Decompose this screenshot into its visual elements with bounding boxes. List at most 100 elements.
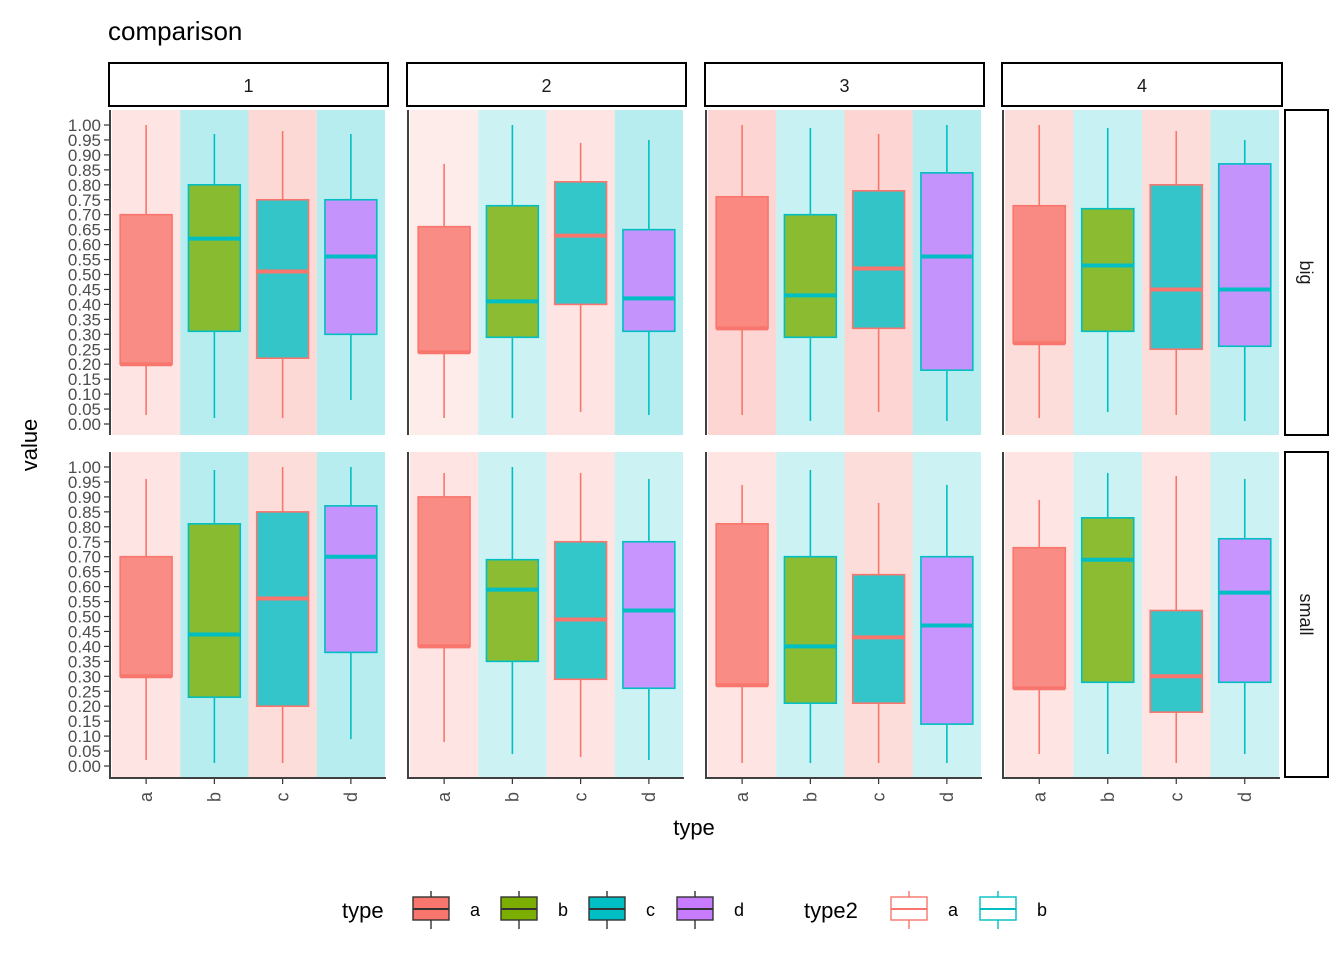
legend-type2-label: a bbox=[948, 900, 959, 920]
strip-row-box bbox=[1284, 451, 1329, 778]
box-c bbox=[1149, 130, 1204, 416]
box-a bbox=[715, 125, 769, 416]
legend-type2-label: b bbox=[1037, 900, 1047, 920]
x-axis-title: type bbox=[673, 815, 715, 840]
box-a bbox=[417, 472, 471, 743]
y-tick-label: 0.95 bbox=[68, 473, 101, 492]
box-d bbox=[920, 125, 974, 422]
box-body bbox=[783, 555, 838, 705]
x-tick-label: c bbox=[1166, 793, 1186, 802]
box-body bbox=[553, 540, 608, 681]
y-tick-label: 0.40 bbox=[68, 295, 101, 314]
y-tick-label: 0.85 bbox=[68, 161, 101, 180]
x-axis-4: a b c d bbox=[1029, 779, 1255, 802]
y-tick-label: 0.85 bbox=[68, 503, 101, 522]
y-tick-label: 0.95 bbox=[68, 131, 101, 150]
box-body bbox=[851, 189, 906, 330]
panel-small-4 bbox=[1002, 452, 1280, 779]
box-c bbox=[553, 142, 608, 413]
y-tick-label: 0.65 bbox=[68, 563, 101, 582]
y-tick-label: 0.55 bbox=[68, 593, 101, 612]
y-tick-label: 0.30 bbox=[68, 667, 101, 686]
legend-type-label: b bbox=[558, 900, 568, 920]
box-body bbox=[417, 496, 471, 648]
box-body bbox=[920, 555, 974, 725]
box-body bbox=[324, 198, 378, 336]
box-body bbox=[622, 540, 676, 690]
y-tick-label: 0.50 bbox=[68, 608, 101, 627]
strip-col-3: 3 bbox=[704, 62, 985, 107]
box-b bbox=[783, 127, 838, 422]
box-body bbox=[324, 505, 378, 654]
x-tick-label: d bbox=[639, 792, 659, 802]
y-tick-label: 0.90 bbox=[68, 488, 101, 507]
y-tick-label: 0.15 bbox=[68, 370, 101, 389]
strip-col-label: 1 bbox=[243, 76, 253, 96]
box-body bbox=[1149, 184, 1204, 351]
panel-small-1 bbox=[109, 452, 386, 779]
strip-col-box bbox=[1001, 62, 1283, 107]
box-body bbox=[920, 172, 974, 371]
box-body bbox=[417, 225, 471, 354]
box-a bbox=[119, 125, 173, 416]
y-tick-label: 0.70 bbox=[68, 206, 101, 225]
box-body bbox=[1217, 163, 1272, 348]
strip-col-2: 2 bbox=[406, 62, 687, 107]
strip-col-label: 4 bbox=[1137, 76, 1147, 96]
y-tick-label: 0.25 bbox=[68, 682, 101, 701]
strip-col-1: 1 bbox=[108, 62, 389, 107]
strip-col-4: 4 bbox=[1001, 62, 1283, 107]
box-body bbox=[783, 213, 838, 339]
x-tick-label: c bbox=[273, 793, 293, 802]
legend-type2-item: b bbox=[979, 891, 1047, 929]
legend-type-label: d bbox=[734, 900, 744, 920]
y-tick-label: 0.35 bbox=[68, 652, 101, 671]
legend-type-item: c bbox=[588, 891, 655, 929]
y-axis-small: 0.000.050.100.150.200.250.300.350.400.45… bbox=[68, 458, 109, 776]
panel-small-2 bbox=[407, 452, 684, 779]
panel-big-1 bbox=[109, 110, 385, 435]
box-d bbox=[920, 484, 974, 764]
panel-big-3 bbox=[705, 110, 981, 435]
y-tick-label: 0.10 bbox=[68, 727, 101, 746]
strip-col-box bbox=[108, 62, 389, 107]
box-body bbox=[187, 523, 242, 699]
chart-title: comparison bbox=[108, 16, 242, 46]
y-tick-label: 0.10 bbox=[68, 385, 101, 404]
legend-type2-item: a bbox=[890, 891, 959, 929]
y-tick-label: 1.00 bbox=[68, 116, 101, 135]
x-tick-label: a bbox=[732, 791, 752, 802]
y-tick-label: 0.75 bbox=[68, 533, 101, 552]
y-tick-label: 0.15 bbox=[68, 712, 101, 731]
y-tick-label: 0.75 bbox=[68, 191, 101, 210]
x-axis-1: a b c d bbox=[136, 779, 361, 802]
x-tick-label: d bbox=[341, 792, 361, 802]
y-tick-label: 1.00 bbox=[68, 458, 101, 477]
strip-col-label: 3 bbox=[839, 76, 849, 96]
x-axis-2: a b c d bbox=[434, 779, 659, 802]
strip-col-box bbox=[406, 62, 687, 107]
strip-row-label: big bbox=[1296, 260, 1316, 284]
box-b bbox=[783, 469, 838, 764]
legend-type2-title: type2 bbox=[804, 898, 858, 923]
box-body bbox=[1217, 537, 1272, 684]
box-a bbox=[119, 478, 173, 761]
y-tick-label: 0.20 bbox=[68, 355, 101, 374]
box-d bbox=[324, 467, 378, 740]
y-tick-label: 0.50 bbox=[68, 266, 101, 285]
box-body bbox=[1012, 204, 1067, 345]
box-body bbox=[255, 511, 310, 708]
panel-small-3 bbox=[705, 452, 982, 779]
x-tick-label: a bbox=[136, 791, 156, 802]
y-tick-label: 0.25 bbox=[68, 340, 101, 359]
box-body bbox=[622, 228, 676, 333]
y-tick-label: 0.55 bbox=[68, 251, 101, 270]
box-b bbox=[485, 125, 540, 419]
box-d bbox=[622, 478, 676, 761]
box-d bbox=[1217, 478, 1272, 755]
x-tick-label: b bbox=[502, 792, 522, 802]
box-body bbox=[119, 213, 173, 365]
x-tick-label: b bbox=[204, 792, 224, 802]
y-tick-label: 0.70 bbox=[68, 548, 101, 567]
